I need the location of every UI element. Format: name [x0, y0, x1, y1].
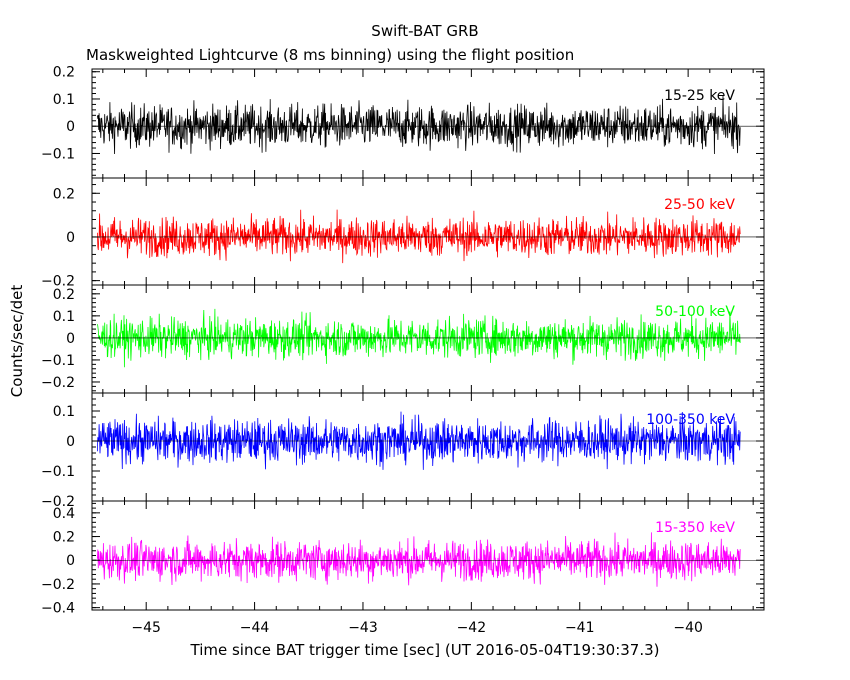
lightcurve-series [97, 95, 741, 155]
lightcurve-series [97, 532, 741, 587]
y-tick-label: 0.4 [53, 506, 75, 522]
y-tick-label: 0.2 [53, 287, 75, 303]
panel-1: −0.1 0 0.1 0.2 15-25 keV [41, 65, 765, 179]
energy-band-label: 100-350 keV [646, 412, 735, 428]
y-tick-label: 0.2 [53, 186, 75, 202]
energy-band-label: 15-25 keV [664, 88, 735, 104]
panels-group: −0.100.10.215-25 keV−0.200.225-50 keV−0.… [41, 65, 765, 636]
y-tick-label: 0.2 [53, 65, 75, 81]
y-tick-label: 0 [66, 119, 75, 135]
y-tick-label: 0.1 [53, 404, 75, 420]
x-tick-label: −42 [457, 620, 487, 636]
y-tick-label: 0.1 [53, 309, 75, 325]
y-tick-label: 0.1 [53, 92, 75, 108]
energy-band-label: 25-50 keV [664, 197, 735, 213]
y-tick-label: −0.4 [41, 601, 75, 617]
x-tick-label: −45 [131, 620, 161, 636]
y-tick-label: −0.1 [41, 464, 75, 480]
y-tick-label: −0.2 [41, 494, 75, 510]
y-tick-label: −0.2 [41, 577, 75, 593]
x-tick-label: −40 [673, 620, 703, 636]
y-tick-label: 0 [66, 331, 75, 347]
y-tick-label: −0.1 [41, 353, 75, 369]
y-tick-label: −0.1 [41, 146, 75, 162]
chart-title: Swift-BAT GRB [371, 22, 478, 40]
lightcurve-series [97, 209, 741, 264]
y-tick-label: 0 [66, 553, 75, 569]
panel-3: −0.2 −0.1 0 0.1 0.2 50-100 keV [41, 284, 765, 394]
x-tick-label: −43 [348, 620, 378, 636]
y-tick-label: −0.2 [41, 375, 75, 391]
lightcurve-series [97, 411, 741, 470]
chart-subtitle: Maskweighted Lightcurve (8 ms binning) u… [86, 46, 574, 64]
y-tick-label: −0.2 [41, 274, 75, 290]
x-axis-label: Time since BAT trigger time [sec] (UT 20… [190, 641, 660, 659]
y-axis-label: Counts/sec/det [8, 285, 26, 398]
y-tick-label: 0 [66, 230, 75, 246]
panel-5: −0.4 −0.2 0 0.2 0.4 15-350 keV [41, 500, 765, 617]
panel-4: −0.2 −0.1 0 0.1 100-350 keV [41, 392, 765, 510]
lightcurve-series [97, 308, 741, 368]
x-tick-label: −44 [240, 620, 270, 636]
y-tick-label: 0.2 [53, 530, 75, 546]
panel-2: −0.2 0 0.2 25-50 keV [41, 177, 765, 290]
x-tick-label: −41 [565, 620, 595, 636]
y-tick-label: 0 [66, 434, 75, 450]
energy-band-label: 15-350 keV [655, 520, 735, 536]
energy-band-label: 50-100 keV [655, 304, 735, 320]
